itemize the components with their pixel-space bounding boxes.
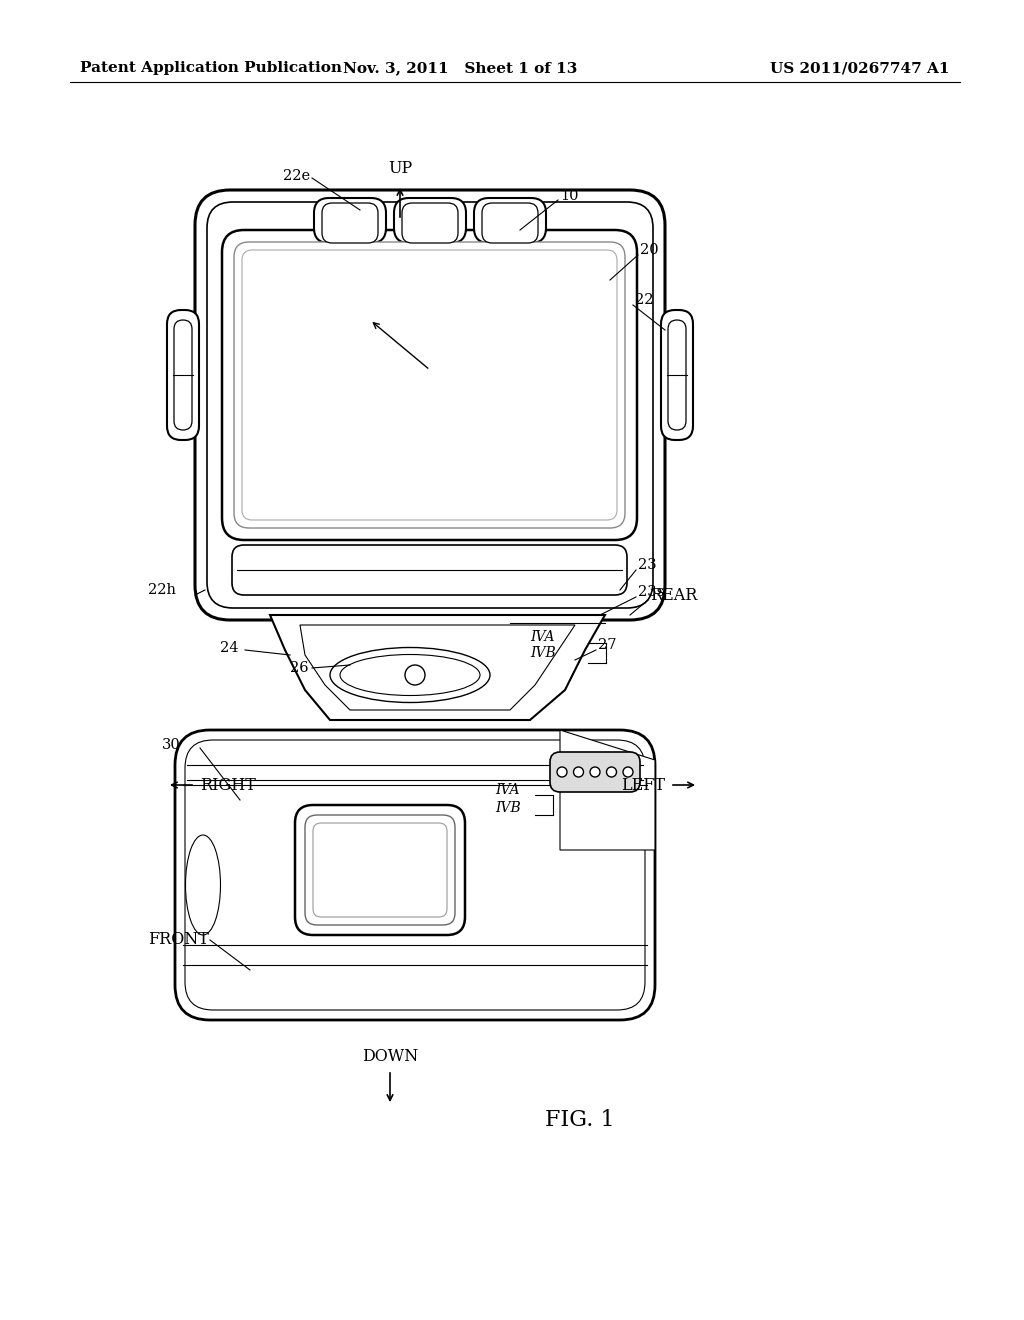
FancyBboxPatch shape bbox=[313, 822, 447, 917]
Text: DOWN: DOWN bbox=[361, 1048, 418, 1065]
Text: IVA: IVA bbox=[530, 630, 555, 644]
FancyBboxPatch shape bbox=[175, 730, 655, 1020]
Text: Patent Application Publication: Patent Application Publication bbox=[80, 61, 342, 75]
Polygon shape bbox=[300, 624, 575, 710]
FancyBboxPatch shape bbox=[668, 319, 686, 430]
Text: 20: 20 bbox=[640, 243, 658, 257]
Text: US 2011/0267747 A1: US 2011/0267747 A1 bbox=[770, 61, 950, 75]
Text: Nov. 3, 2011   Sheet 1 of 13: Nov. 3, 2011 Sheet 1 of 13 bbox=[343, 61, 578, 75]
Text: FRONT: FRONT bbox=[148, 932, 209, 949]
FancyBboxPatch shape bbox=[305, 814, 455, 925]
Text: IVA: IVA bbox=[495, 783, 519, 797]
Text: UP: UP bbox=[388, 160, 412, 177]
Circle shape bbox=[590, 767, 600, 777]
Text: IVB: IVB bbox=[495, 801, 521, 814]
Text: RIGHT: RIGHT bbox=[200, 776, 256, 793]
Ellipse shape bbox=[185, 836, 220, 935]
Polygon shape bbox=[270, 615, 605, 719]
FancyBboxPatch shape bbox=[232, 545, 627, 595]
Text: 30: 30 bbox=[162, 738, 181, 752]
FancyBboxPatch shape bbox=[550, 752, 640, 792]
FancyBboxPatch shape bbox=[474, 198, 546, 243]
Text: 23: 23 bbox=[638, 558, 656, 572]
Ellipse shape bbox=[330, 648, 490, 702]
Text: 23s: 23s bbox=[638, 585, 665, 599]
FancyBboxPatch shape bbox=[222, 230, 637, 540]
FancyBboxPatch shape bbox=[295, 805, 465, 935]
FancyBboxPatch shape bbox=[402, 203, 458, 243]
Circle shape bbox=[557, 767, 567, 777]
Text: REAR: REAR bbox=[650, 586, 697, 603]
FancyBboxPatch shape bbox=[234, 242, 625, 528]
Text: 22h: 22h bbox=[148, 583, 176, 597]
Text: FIG. 1: FIG. 1 bbox=[545, 1109, 614, 1131]
FancyBboxPatch shape bbox=[394, 198, 466, 243]
Text: 26: 26 bbox=[290, 661, 308, 675]
FancyBboxPatch shape bbox=[662, 310, 693, 440]
FancyBboxPatch shape bbox=[167, 310, 199, 440]
Text: 10: 10 bbox=[560, 189, 579, 203]
FancyBboxPatch shape bbox=[174, 319, 193, 430]
FancyBboxPatch shape bbox=[322, 203, 378, 243]
Polygon shape bbox=[560, 730, 655, 850]
Text: IVB: IVB bbox=[530, 645, 556, 660]
Text: 24: 24 bbox=[220, 642, 239, 655]
Text: LEFT: LEFT bbox=[621, 776, 665, 793]
Circle shape bbox=[606, 767, 616, 777]
FancyBboxPatch shape bbox=[195, 190, 665, 620]
FancyBboxPatch shape bbox=[314, 198, 386, 243]
Circle shape bbox=[573, 767, 584, 777]
FancyBboxPatch shape bbox=[242, 249, 617, 520]
Circle shape bbox=[406, 665, 425, 685]
FancyBboxPatch shape bbox=[185, 741, 645, 1010]
Circle shape bbox=[623, 767, 633, 777]
Text: 27: 27 bbox=[598, 638, 616, 652]
FancyBboxPatch shape bbox=[482, 203, 538, 243]
FancyBboxPatch shape bbox=[207, 202, 653, 609]
Ellipse shape bbox=[340, 655, 480, 696]
Text: 22e: 22e bbox=[283, 169, 310, 183]
Text: 22: 22 bbox=[635, 293, 653, 308]
